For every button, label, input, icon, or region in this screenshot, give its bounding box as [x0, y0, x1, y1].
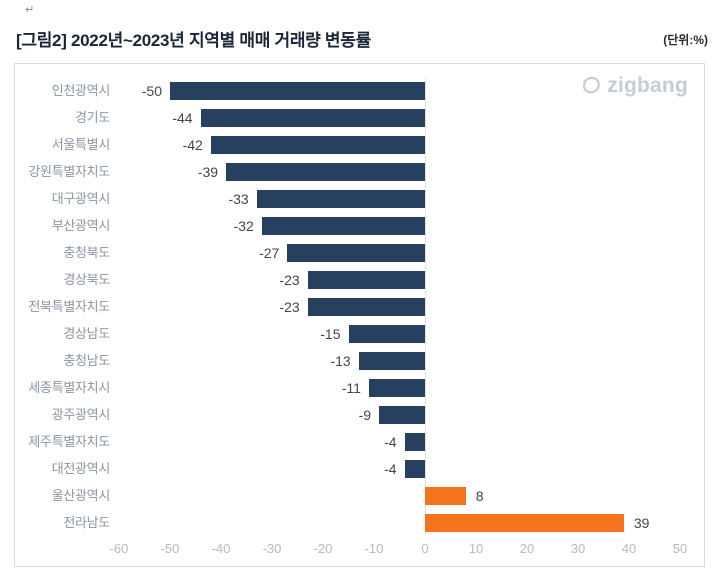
return-mark: ↵ — [25, 4, 35, 16]
axis-tick-label: 10 — [468, 541, 484, 556]
axis-tick-label: -20 — [313, 541, 333, 556]
value-label: -4 — [384, 461, 397, 477]
bar-positive — [425, 514, 624, 532]
bar-negative — [200, 109, 425, 127]
bar-negative — [287, 244, 425, 262]
axis-tick-label: -30 — [262, 541, 282, 556]
value-label: -15 — [320, 326, 341, 342]
category-label: 제주특별자치도 — [28, 434, 110, 449]
bar-negative — [261, 217, 425, 235]
value-label: -50 — [141, 83, 162, 99]
value-label: -13 — [330, 353, 351, 369]
category-label: 충청북도 — [63, 245, 110, 260]
zigbang-logo-icon — [580, 75, 602, 97]
axis-tick-label: -50 — [160, 541, 180, 556]
category-label: 서울특별시 — [51, 137, 111, 152]
category-label: 대전광역시 — [51, 461, 111, 476]
category-label: 광주광역시 — [51, 407, 111, 422]
value-label: -23 — [279, 299, 300, 315]
category-label: 경기도 — [75, 110, 110, 125]
value-label: 39 — [633, 515, 650, 531]
value-label: -44 — [172, 110, 193, 126]
axis-tick-label: 0 — [421, 541, 429, 556]
category-label: 부산광역시 — [51, 218, 111, 233]
axis-tick-label: 30 — [570, 541, 586, 556]
axis-tick-label: 50 — [672, 541, 688, 556]
plot-area: 인천광역시 -50 경기도 -44 서울특별시 -42 강원특별자치도 -39 대구광역시 -33… — [28, 64, 680, 534]
x-axis: -60 -50 -40 -30 -20 -10 0 10 20 30 40 50 — [110, 541, 688, 559]
zigbang-logo-text: zigbang — [607, 74, 688, 97]
bar-negative — [307, 271, 425, 289]
bar-negative — [368, 379, 425, 397]
bar-negative — [348, 325, 425, 343]
axis-tick-label: -40 — [211, 541, 231, 556]
value-label: -32 — [233, 218, 254, 234]
category-label: 충청남도 — [63, 353, 110, 368]
category-label: 전북특별자치도 — [28, 299, 110, 314]
zero-axis-line — [425, 78, 426, 534]
bar-negative — [170, 82, 425, 100]
value-label: -11 — [341, 380, 361, 396]
zigbang-logo: zigbang — [580, 74, 688, 98]
bar-negative — [210, 136, 425, 154]
axis-tick-label: 40 — [621, 541, 637, 556]
page-title: [그림2] 2022년~2023년 지역별 매매 거래량 변동률 — [16, 31, 371, 50]
value-label: 8 — [475, 488, 484, 504]
category-label: 세종특별자치시 — [28, 380, 110, 395]
axis-tick-label: -10 — [364, 541, 384, 556]
category-label: 경상남도 — [63, 326, 110, 341]
axis-tick-label: -60 — [109, 541, 129, 556]
bar-negative — [256, 190, 425, 208]
category-label: 전라남도 — [63, 515, 110, 530]
category-label: 강원특별자치도 — [28, 164, 110, 179]
category-label: 대구광역시 — [51, 191, 111, 206]
bar-negative — [358, 352, 425, 370]
value-label: -33 — [228, 191, 249, 207]
value-label: -42 — [182, 137, 203, 153]
bar-negative — [404, 433, 425, 451]
bar-negative — [226, 163, 425, 181]
chart-container: zigbang 인천광역시 -50 경기도 -44 서울특별시 -42 강원특별자치도 -39… — [14, 63, 705, 567]
axis-tick-label: 20 — [519, 541, 535, 556]
value-label: -27 — [259, 245, 280, 261]
value-label: -4 — [384, 434, 397, 450]
category-label: 울산광역시 — [51, 488, 111, 503]
bar-negative — [404, 460, 425, 478]
bar-negative — [379, 406, 425, 424]
bar-negative — [307, 298, 425, 316]
bar-positive — [425, 487, 466, 505]
value-label: -9 — [358, 407, 372, 423]
category-label: 인천광역시 — [51, 83, 111, 98]
value-label: -23 — [279, 272, 300, 288]
value-label: -39 — [197, 164, 219, 180]
category-label: 경상북도 — [63, 272, 110, 287]
unit-label: (단위:%) — [663, 33, 708, 47]
